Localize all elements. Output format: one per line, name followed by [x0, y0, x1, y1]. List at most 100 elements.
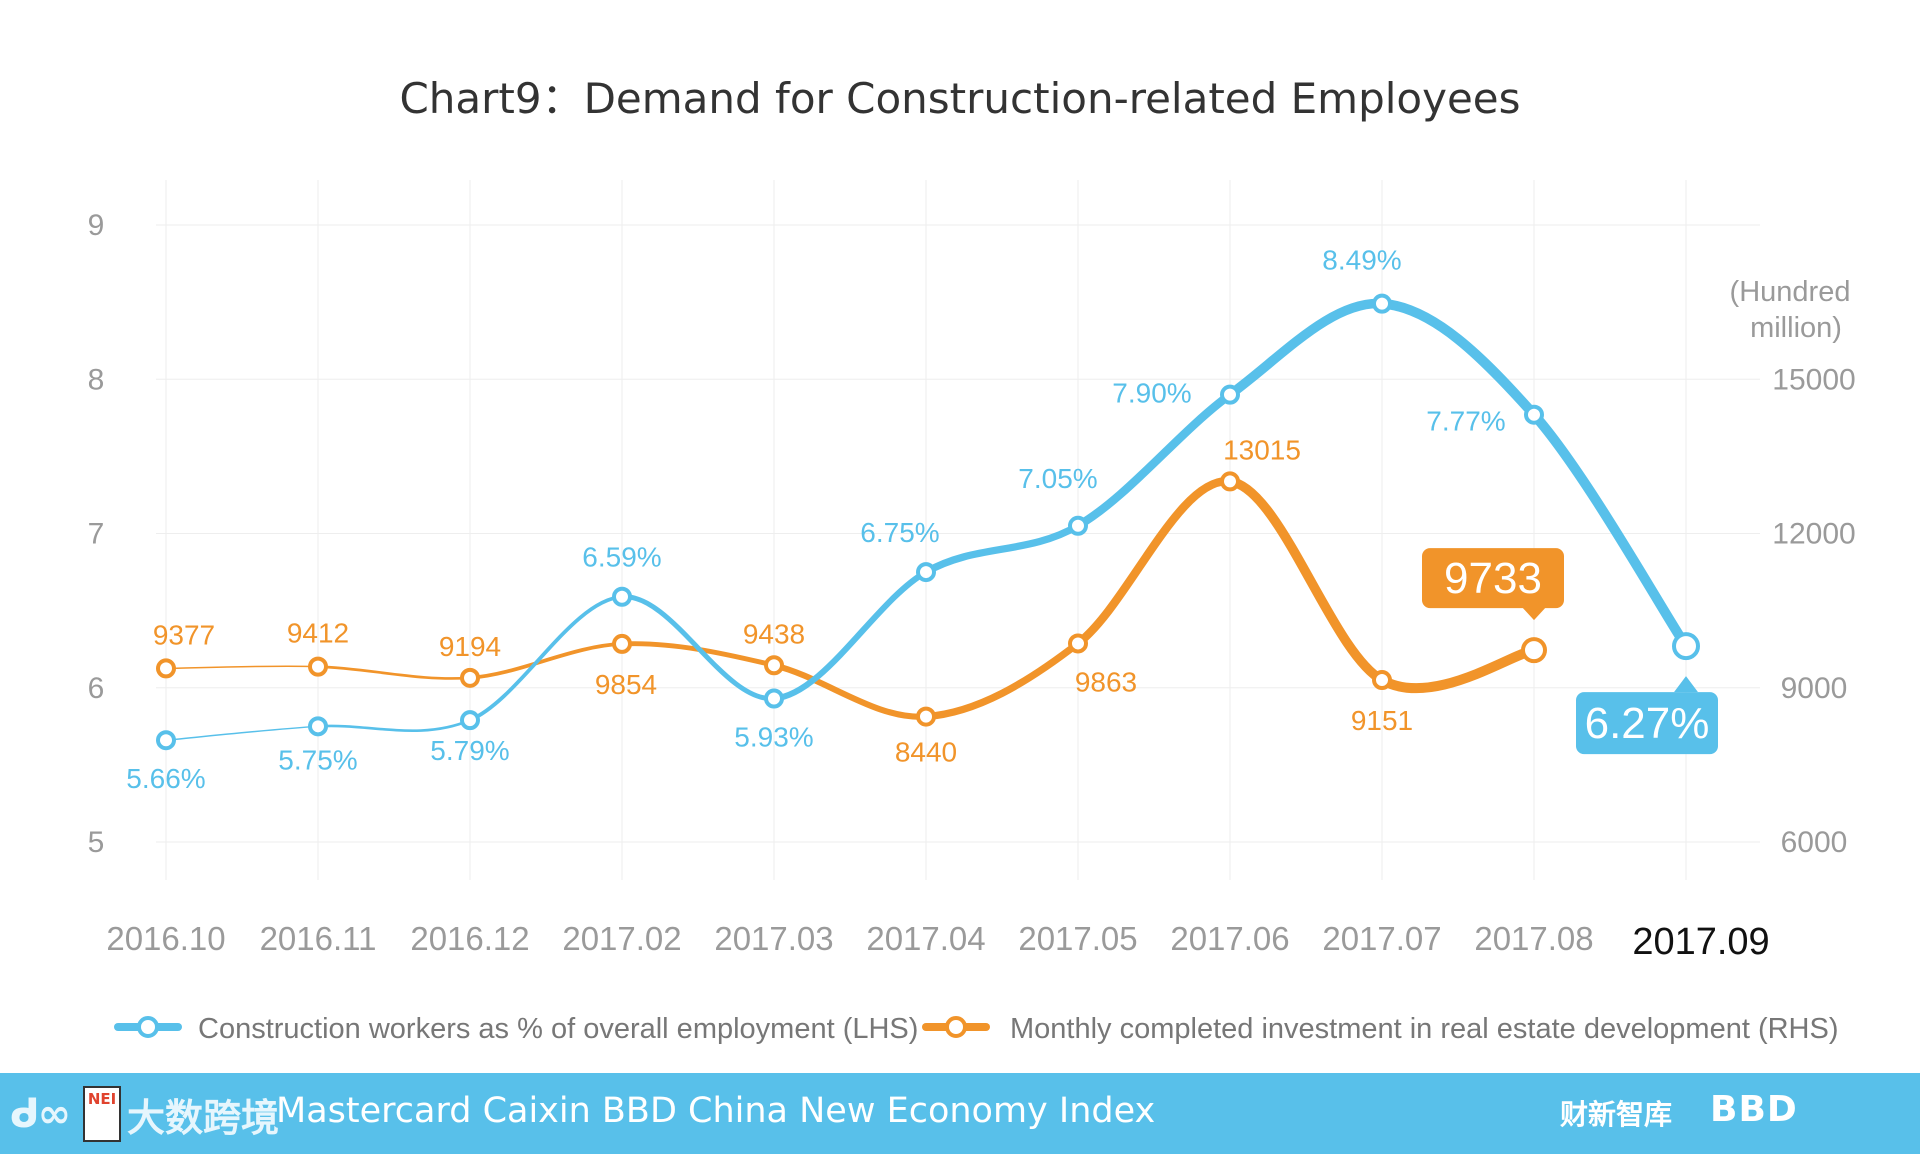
employment-data-label: 6.75% — [860, 517, 939, 548]
investment-data-label: 13015 — [1223, 434, 1301, 465]
employment-data-label: 5.75% — [278, 744, 357, 775]
investment-line-segment — [770, 662, 930, 720]
employment-point — [156, 730, 176, 751]
footer-title: Mastercard Caixin BBD China New Economy … — [276, 1091, 1156, 1131]
x-axis-tick-label: 2016.11 — [260, 920, 377, 957]
employment-line-segment — [1225, 298, 1387, 400]
right-axis-unit: (Hundred — [1730, 276, 1851, 308]
employment-data-label: 5.93% — [734, 722, 813, 753]
investment-line-segment — [1225, 476, 1387, 685]
x-axis-tick-label: 2016.10 — [106, 920, 225, 957]
x-axis-tick-label: 2016.12 — [410, 920, 529, 957]
employment-line-segment — [316, 718, 472, 733]
caixin-insight-logo: 财新智库 — [1560, 1098, 1673, 1131]
investment-line-segment — [165, 665, 319, 670]
employment-point — [1524, 404, 1544, 425]
bigdata-logo-icon: ᑯ∞ — [10, 1091, 71, 1137]
employment-point — [1220, 384, 1240, 405]
employment-line-segment — [1529, 409, 1691, 652]
left-axis-tick: 7 — [88, 518, 105, 551]
investment-point — [156, 658, 176, 679]
investment-point — [308, 656, 328, 677]
x-axis-tick-label: 2017.02 — [562, 920, 681, 957]
employment-point — [1068, 515, 1088, 536]
right-axis-tick: 6000 — [1781, 826, 1848, 859]
bbd-logo: BBD — [1710, 1089, 1798, 1130]
right-axis-tick: 9000 — [1781, 672, 1848, 705]
investment-point — [612, 633, 632, 654]
investment-line-segment — [316, 665, 472, 680]
employment-point — [612, 586, 632, 607]
investment-data-label: 9151 — [1351, 705, 1413, 736]
x-axis-tick-label: 2017.08 — [1474, 920, 1593, 957]
footer-left-logo: ᑯ∞ NEI 大数跨境 — [10, 1086, 280, 1142]
employment-line-segment — [1073, 390, 1235, 530]
legend-investment-label: Monthly completed investment in real est… — [1010, 1013, 1839, 1045]
employment-point — [460, 710, 480, 731]
investment-callout-box — [1422, 548, 1564, 609]
investment-point — [1372, 670, 1392, 691]
footer-bar: ᑯ∞ NEI 大数跨境 Mastercard Caixin BBD China … — [0, 1073, 1920, 1154]
x-axis-tick-label: 2017.03 — [714, 920, 833, 957]
employment-line-segment — [770, 569, 930, 702]
employment-data-label: 5.79% — [430, 735, 509, 766]
employment-line-segment — [165, 725, 319, 741]
investment-data-label: 9438 — [743, 618, 805, 649]
employment-point — [1672, 632, 1700, 661]
investment-data-label: 8440 — [895, 737, 957, 768]
employment-data-label: 5.66% — [126, 763, 205, 794]
employment-callout-pointer — [1674, 676, 1698, 693]
legend-employment-label: Construction workers as % of overall emp… — [198, 1013, 918, 1045]
investment-point — [1220, 471, 1240, 492]
investment-line-segment — [468, 642, 624, 680]
employment-callout-box — [1576, 692, 1718, 755]
investment-data-label: 9194 — [439, 631, 501, 662]
employment-point — [1372, 293, 1392, 314]
employment-point — [308, 716, 328, 737]
investment-callout-pointer — [1522, 607, 1546, 621]
investment-data-label: 9377 — [153, 619, 215, 650]
employment-data-label: 8.49% — [1322, 245, 1401, 276]
investment-line-segment — [922, 639, 1082, 721]
investment-callout-label: 9733 — [1444, 554, 1542, 603]
investment-point — [1521, 637, 1547, 664]
employment-line-segment — [1377, 298, 1539, 420]
investment-data-label: 9412 — [287, 618, 349, 649]
employment-line-segment — [922, 522, 1082, 576]
employment-data-label: 7.90% — [1112, 378, 1191, 409]
left-axis-tick: 8 — [88, 363, 105, 396]
right-axis-tick: 15000 — [1772, 363, 1855, 396]
legend-employment-marker — [137, 1016, 159, 1038]
employment-line-segment — [619, 594, 777, 702]
investment-data-label: 9854 — [595, 669, 657, 700]
left-axis-tick: 5 — [88, 826, 105, 859]
investment-line-segment — [1073, 477, 1235, 648]
right-axis-unit: million) — [1750, 312, 1842, 344]
x-axis-tick-label: 2017.06 — [1170, 920, 1289, 957]
investment-point — [916, 706, 936, 727]
employment-data-label: 6.59% — [582, 542, 661, 573]
x-axis-tick-label: 2017.07 — [1322, 920, 1441, 957]
investment-line-segment — [1377, 645, 1539, 694]
investment-point — [764, 655, 784, 676]
employment-point — [916, 562, 936, 583]
employment-data-label: 7.77% — [1426, 406, 1505, 437]
x-axis-tick-label: 2017.09 — [1632, 921, 1769, 963]
legend-investment-marker — [945, 1016, 967, 1038]
x-axis-tick-label: 2017.04 — [866, 920, 985, 957]
left-axis-tick: 9 — [88, 209, 105, 242]
line-chart: Chart9：Demand for Construction-related E… — [88, 74, 1856, 1045]
employment-line-segment — [468, 594, 624, 723]
nei-logo: NEI — [83, 1086, 122, 1142]
investment-data-label: 9863 — [1075, 666, 1137, 697]
left-axis-tick: 6 — [88, 672, 105, 705]
employment-point — [764, 688, 784, 709]
investment-point — [1068, 633, 1088, 654]
employment-data-label: 7.05% — [1018, 463, 1097, 494]
right-axis-tick: 12000 — [1772, 518, 1855, 551]
x-axis-tick-label: 2017.05 — [1018, 920, 1137, 957]
employment-callout-label: 6.27% — [1585, 699, 1710, 748]
investment-point — [460, 667, 480, 688]
chart-title: Chart9：Demand for Construction-related E… — [399, 74, 1520, 123]
footer-left-brand: 大数跨境 — [127, 1095, 280, 1140]
